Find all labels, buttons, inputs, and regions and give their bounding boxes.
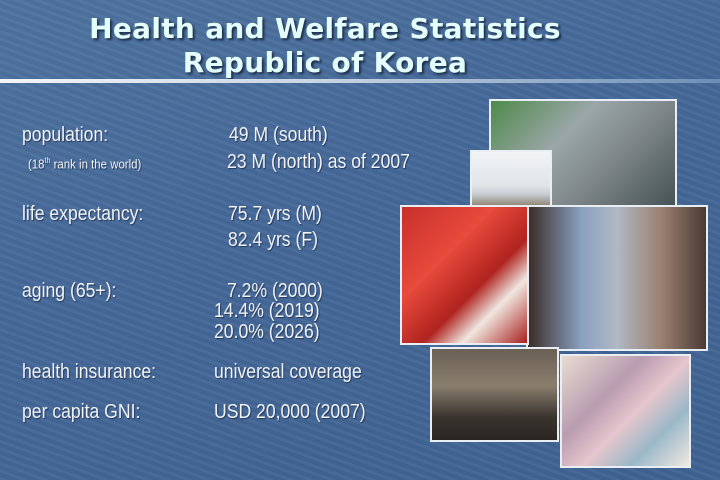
title-divider xyxy=(0,79,720,83)
title-line-1: Health and Welfare Statistics xyxy=(89,12,561,45)
population-south: 49 M (south) xyxy=(229,124,328,146)
life-expectancy-female: 82.4 yrs (F) xyxy=(228,229,318,251)
title-line-2: Republic of Korea xyxy=(182,46,468,79)
health-insurance-label: health insurance: xyxy=(22,361,157,383)
aging-2000: 7.2% (2000) xyxy=(227,280,323,302)
elderly-crowd-photo xyxy=(430,347,559,442)
shopping-street-photo xyxy=(526,205,708,351)
health-insurance-value: universal coverage xyxy=(214,361,362,383)
population-north: 23 M (north) as of 2007 xyxy=(227,151,410,173)
aging-2019: 14.4% (2019) xyxy=(214,300,320,322)
red-crowd-photo xyxy=(400,205,529,345)
aging-label: aging (65+): xyxy=(22,280,117,302)
gni-label: per capita GNI: xyxy=(22,401,141,423)
life-expectancy-male: 75.7 yrs (M) xyxy=(228,203,322,225)
aging-2026: 20.0% (2026) xyxy=(214,321,320,343)
girl-group-photo xyxy=(560,354,691,468)
population-label: population: xyxy=(22,124,109,146)
gni-value: USD 20,000 (2007) xyxy=(214,401,366,423)
life-expectancy-label: life expectancy: xyxy=(22,203,144,225)
population-rank-note: (18th rank in the world) xyxy=(28,156,142,172)
